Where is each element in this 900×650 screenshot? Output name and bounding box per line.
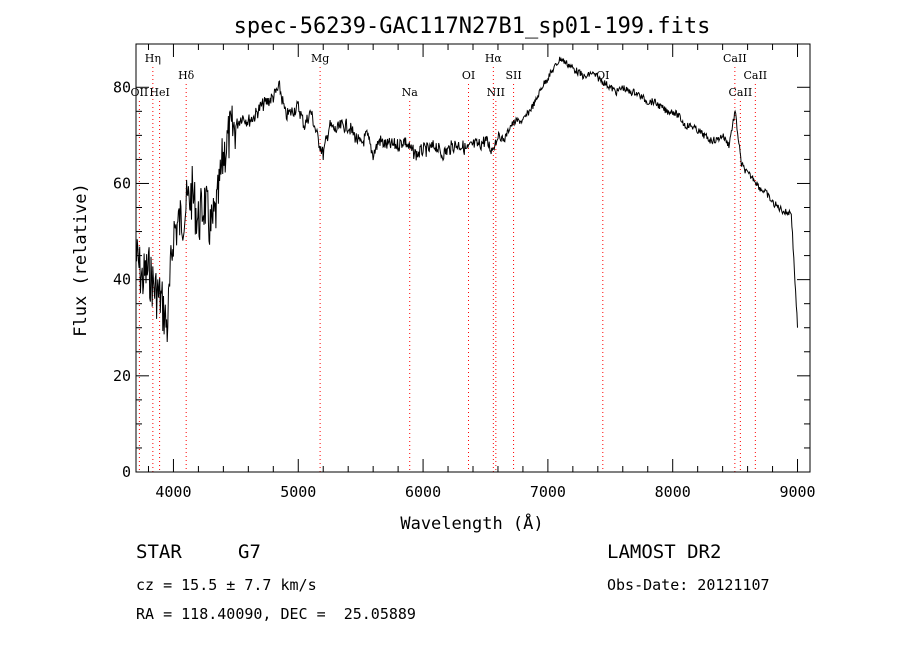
redshift-text: cz = 15.5 ± 7.7 km/s (136, 576, 317, 594)
obs-date: Obs-Date: 20121107 (607, 576, 770, 594)
chart-title: spec-56239-GAC117N27B1_sp01-199.fits (234, 14, 711, 39)
line-label: CaII (723, 52, 747, 65)
y-tick-label: 60 (113, 174, 131, 192)
x-tick-label: 8000 (655, 483, 691, 501)
line-label: SII (505, 69, 521, 82)
y-tick-label: 40 (113, 271, 131, 289)
spectrum-line (135, 56, 798, 343)
tick-labels: 4000 5000 6000 7000 8000 9000 0 20 40 60 80 (113, 78, 816, 501)
x-tick-label: 6000 (405, 483, 441, 501)
y-tick-label: 80 (113, 78, 131, 96)
x-tick-label: 5000 (280, 483, 316, 501)
x-tick-label: 9000 (779, 483, 815, 501)
line-label: OI (462, 69, 475, 82)
survey-label: LAMOST DR2 (607, 541, 722, 563)
line-label: CaII (729, 86, 753, 99)
line-label: NII (487, 86, 505, 99)
object-subclass: G7 (238, 541, 261, 563)
y-tick-label: 0 (122, 463, 131, 481)
x-axis-label: Wavelength (Å) (400, 512, 543, 534)
plot-frame (135, 43, 811, 473)
line-label: Hα (485, 52, 503, 65)
line-label: CaII (743, 69, 767, 82)
coordinates: RA = 118.40090, DEC = 25.05889 (136, 605, 416, 623)
spectrum-series (135, 56, 798, 343)
object-class: STAR (136, 541, 182, 563)
line-label: Hδ (178, 69, 195, 82)
line-label: OII (131, 86, 149, 99)
y-axis-label: Flux (relative) (71, 183, 91, 337)
plot-axes (135, 43, 811, 473)
line-label: Mg (311, 52, 329, 65)
y-tick-label: 20 (113, 367, 131, 385)
x-tick-label: 4000 (155, 483, 191, 501)
x-tick-label: 7000 (530, 483, 566, 501)
line-label: HeI (149, 86, 169, 99)
line-label: Na (402, 86, 419, 99)
line-label: Hη (145, 52, 161, 65)
